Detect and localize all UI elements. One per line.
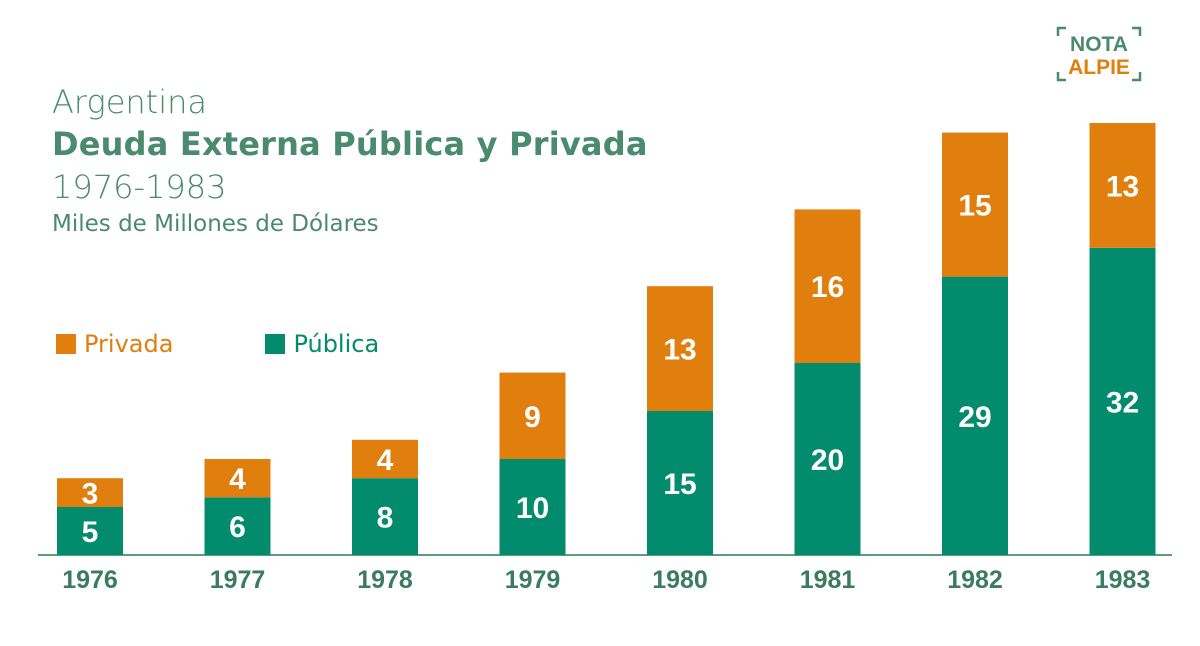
logo-line1: NOTA <box>1070 33 1128 56</box>
legend-swatch-publica <box>265 334 286 354</box>
chart-title-main: Deuda Externa Pública y Privada <box>52 125 648 163</box>
legend-label-privada: Privada <box>84 330 174 358</box>
data-label-publica-1981: 20 <box>811 444 844 477</box>
data-label-privada-1978: 4 <box>377 444 394 477</box>
bar-publica-1980 <box>647 411 713 555</box>
data-label-publica-1983: 32 <box>1106 386 1139 419</box>
data-label-publica-1979: 10 <box>516 492 549 525</box>
x-tick-label-1983: 1983 <box>1095 566 1151 594</box>
data-label-publica-1980: 15 <box>663 468 696 501</box>
chart-legend: Privada Pública <box>56 330 471 358</box>
data-label-privada-1979: 9 <box>524 401 541 434</box>
bar-publica-1979 <box>499 459 566 555</box>
chart-unit-label: Miles de Millones de Dólares <box>52 211 379 237</box>
bar-privada-1979 <box>499 372 566 459</box>
data-label-privada-1976: 3 <box>82 478 99 511</box>
bar-privada-1977 <box>204 459 271 498</box>
x-tick-label-1977: 1977 <box>210 566 266 594</box>
data-label-privada-1980: 13 <box>663 334 696 367</box>
bar-publica-1977 <box>204 497 271 555</box>
data-label-privada-1977: 4 <box>229 463 246 496</box>
data-label-publica-1977: 6 <box>229 511 246 544</box>
legend-item-privada: Privada <box>56 330 173 358</box>
data-label-privada-1981: 16 <box>811 271 844 304</box>
data-label-publica-1982: 29 <box>958 401 991 434</box>
x-tick-label-1980: 1980 <box>652 566 708 594</box>
x-tick-label-1979: 1979 <box>505 566 561 594</box>
data-label-privada-1983: 13 <box>1106 170 1139 203</box>
legend-item-publica: Pública <box>265 330 379 358</box>
logo-line2: ALPIE <box>1068 56 1130 79</box>
bar-publica-1982 <box>942 276 1008 555</box>
x-tick-label-1982: 1982 <box>947 566 1003 594</box>
bar-privada-1982 <box>942 132 1008 277</box>
bar-publica-1976 <box>57 507 123 555</box>
chart-title-country: Argentina <box>52 83 207 121</box>
bar-publica-1981 <box>794 363 861 555</box>
data-label-privada-1982: 15 <box>958 190 991 223</box>
bar-privada-1980 <box>647 286 713 411</box>
chart-title-period: 1976-1983 <box>52 168 227 206</box>
bar-privada-1978 <box>352 439 418 479</box>
x-tick-label-1976: 1976 <box>62 566 118 594</box>
nota-al-pie-logo: NOTA ALPIE <box>1056 26 1142 82</box>
legend-swatch-privada <box>56 334 76 354</box>
x-tick-label-1981: 1981 <box>800 566 856 594</box>
data-label-publica-1976: 5 <box>82 516 99 549</box>
bar-privada-1976 <box>57 478 123 507</box>
chart-title-block: Argentina Deuda Externa Pública y Privad… <box>52 82 648 240</box>
data-label-publica-1978: 8 <box>377 502 394 535</box>
bar-publica-1983 <box>1089 247 1156 556</box>
bar-privada-1981 <box>794 209 861 363</box>
bar-privada-1983 <box>1089 123 1156 248</box>
legend-label-publica: Pública <box>293 330 380 358</box>
x-tick-label-1978: 1978 <box>357 566 413 594</box>
bar-publica-1978 <box>352 478 418 555</box>
